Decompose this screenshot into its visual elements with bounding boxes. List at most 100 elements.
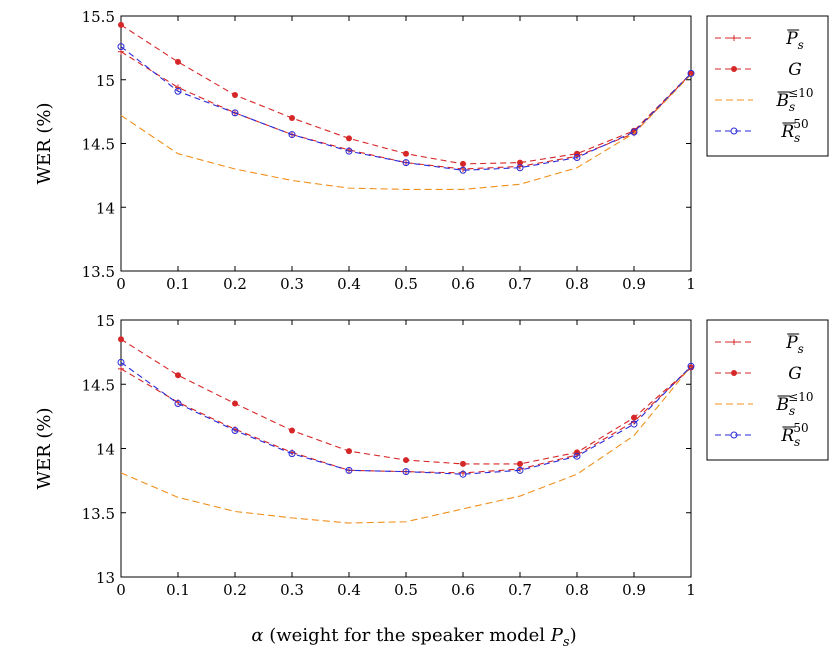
x-tick-label: 0.5 <box>394 581 418 599</box>
series-G <box>118 21 694 167</box>
x-tick-label: 0.4 <box>337 275 361 293</box>
series-line <box>120 24 692 165</box>
chart-panel-2: 0 0.1 0.2 0.3 0.4 0.5 0.6 0.7 0.8 0.9 1 13 13.5 14 14.… <box>34 312 829 599</box>
legend-entry-Rs_50: Rs50 <box>715 421 809 449</box>
series-line <box>120 365 692 524</box>
marker-dot <box>731 370 737 376</box>
marker-dot <box>346 448 352 455</box>
legend-entry-Bs_le10: Bs≤10 <box>715 86 814 114</box>
marker-circle <box>573 452 581 460</box>
series-line <box>120 338 692 465</box>
marker-circle <box>687 362 695 370</box>
marker-circle <box>174 400 182 408</box>
marker-dot <box>688 70 694 77</box>
marker-circle <box>402 159 410 167</box>
x-tick-label: 1 <box>686 275 696 293</box>
marker-circle <box>516 164 524 172</box>
marker-dot <box>346 135 352 142</box>
marker-dot <box>517 159 523 166</box>
x-tick-label: 0 <box>116 275 126 293</box>
x-tick-label: 0.7 <box>508 581 532 599</box>
series-Rs_50 <box>117 358 695 478</box>
legend-label-main: G <box>788 364 802 384</box>
legend-label: Rs50 <box>780 421 808 449</box>
x-tick-label: 0.8 <box>565 581 589 599</box>
marker-dot <box>175 372 181 379</box>
legend-entry-Bs_le10: Bs≤10 <box>715 390 814 418</box>
series-line <box>120 74 692 190</box>
legend-label: G <box>788 60 802 80</box>
xlabel-P: P <box>550 625 564 646</box>
x-tick-label: 0.3 <box>280 275 304 293</box>
marker-dot <box>232 92 238 99</box>
legend-entry-G: G <box>715 364 802 384</box>
series-Bs_le10 <box>120 365 692 524</box>
legend-label-sub: s <box>794 435 800 449</box>
legend-label-sub: s <box>789 100 795 114</box>
x-tick-label: 0.4 <box>337 581 361 599</box>
y-tick-label: 15 <box>96 72 115 90</box>
marker-circle <box>459 470 467 478</box>
y-tick-label: 15 <box>96 312 115 330</box>
marker-dot <box>403 150 409 157</box>
legend-label-sup: ≤10 <box>788 390 813 404</box>
x-tick-label: 0.2 <box>223 581 247 599</box>
marker-dot <box>460 160 466 167</box>
marker-circle <box>630 420 638 428</box>
x-tick-label: 0.6 <box>451 581 475 599</box>
legend-label-sub: s <box>789 404 795 418</box>
legend-label: Bs≤10 <box>776 390 814 418</box>
x-tick-label: 0.1 <box>166 275 190 293</box>
legend-box <box>706 319 829 461</box>
x-tick-label: 0.9 <box>622 275 646 293</box>
marker-plus <box>175 84 181 91</box>
marker-circle <box>730 127 738 135</box>
chart-panel-1: 0 0.1 0.2 0.3 0.4 0.5 0.6 0.7 0.8 0.9 1 13.5 14 14.5 1… <box>34 8 829 293</box>
x-tick-label: 0.9 <box>622 581 646 599</box>
marker-circle <box>231 109 239 117</box>
y-tick-label: 14 <box>96 199 115 217</box>
marker-plus <box>118 365 124 372</box>
legend-entry-Ps_bar: Ps <box>715 29 804 52</box>
legend-entry-Ps_bar: Ps <box>715 333 804 356</box>
marker-circle <box>174 87 182 95</box>
legend-label-main: B <box>776 91 790 111</box>
xlabel-text: (weight for the speaker model <box>264 625 551 646</box>
x-tick-label: 0.8 <box>565 275 589 293</box>
legend-label-main: P <box>785 333 798 353</box>
marker-circle <box>402 468 410 476</box>
marker-circle <box>117 43 125 51</box>
marker-dot <box>175 58 181 65</box>
series-line <box>120 367 692 474</box>
x-axis-label: α (weight for the speaker model Ps) <box>251 625 576 650</box>
marker-circle <box>345 147 353 155</box>
y-axis-label: WER (%) <box>34 407 55 489</box>
legend-label-main: P <box>785 29 798 49</box>
legend-label: Ps <box>785 333 804 356</box>
legend-label-main: B <box>776 395 790 415</box>
marker-dot <box>631 414 637 421</box>
legend-label-sup: 50 <box>793 421 808 435</box>
marker-dot <box>403 457 409 464</box>
x-tick-label: 0.7 <box>508 275 532 293</box>
series-line <box>120 361 692 475</box>
marker-circle <box>730 431 738 439</box>
xlabel-alpha: α <box>251 625 263 646</box>
marker-dot <box>118 336 124 343</box>
y-tick-label: 14 <box>96 441 115 459</box>
marker-circle <box>117 358 125 366</box>
x-tick-label: 0 <box>116 581 126 599</box>
marker-plus <box>731 339 737 345</box>
legend-label-main: G <box>788 60 802 80</box>
plot-frame <box>120 15 692 272</box>
y-tick-label: 13 <box>96 569 115 587</box>
legend-label-sub: s <box>798 38 804 52</box>
marker-dot <box>118 21 124 28</box>
legend-box <box>706 15 829 157</box>
legend-label-sub: s <box>798 342 804 356</box>
marker-circle <box>459 166 467 174</box>
x-tick-label: 0.6 <box>451 275 475 293</box>
y-tick-label: 14.5 <box>82 376 115 394</box>
